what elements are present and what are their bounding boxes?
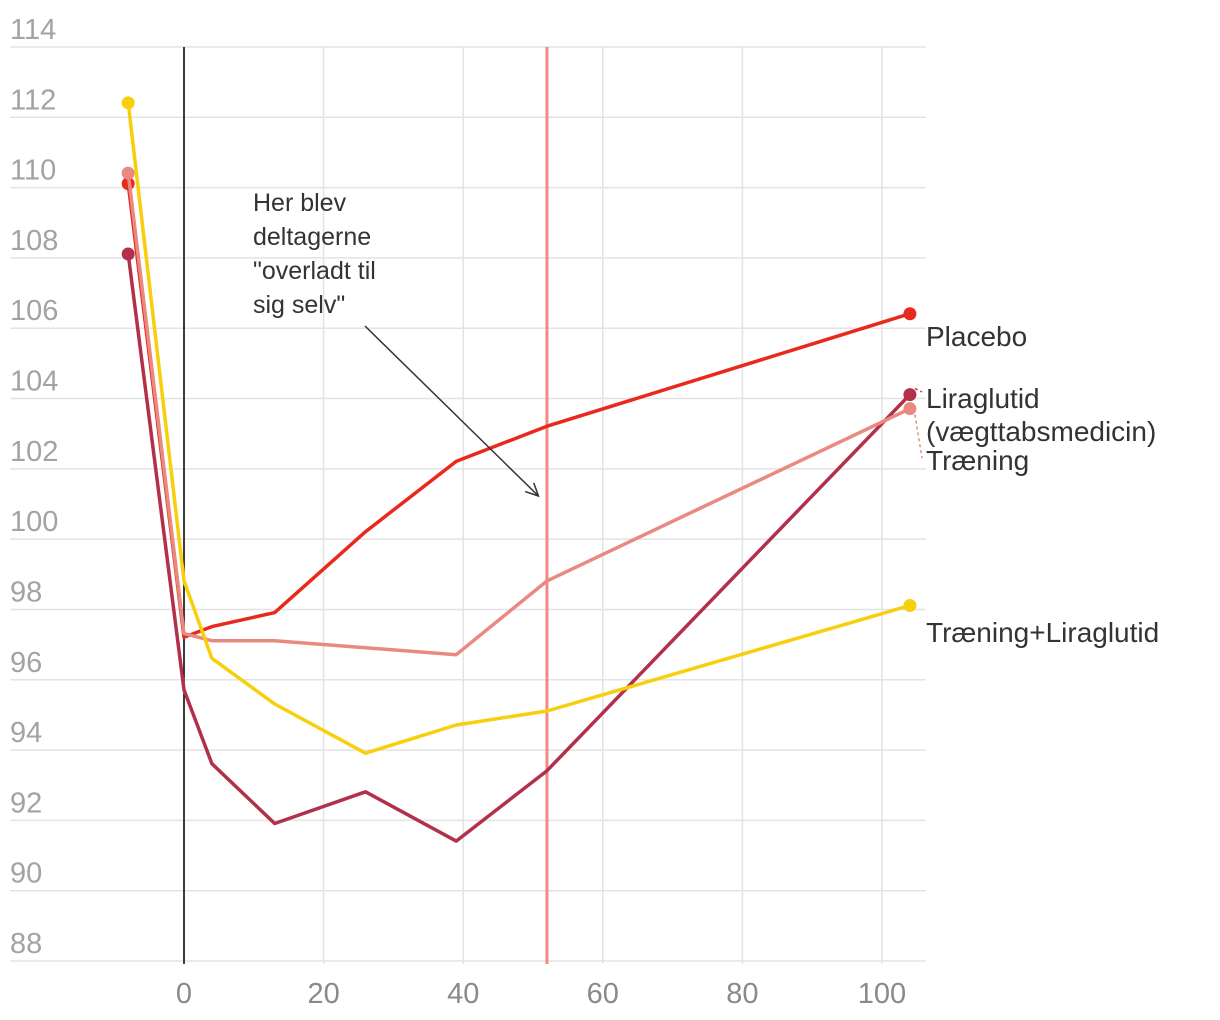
series-line (126, 102, 911, 755)
y-tick-label: 100 (10, 506, 58, 538)
annotation-text-line: "overladt til (253, 257, 376, 285)
grid-lines (10, 46, 926, 964)
series-line (126, 253, 912, 843)
y-tick-label: 96 (10, 647, 42, 679)
series-start-point (121, 166, 135, 180)
y-tick-label: 114 (10, 14, 56, 46)
series-label: Liraglutid (vægttabsmedicin) (926, 383, 1156, 447)
annotation-text-line: deltagerne (253, 223, 371, 251)
y-tick-label: 104 (10, 366, 58, 398)
y-tick-label: 88 (10, 928, 42, 960)
annotation-arrowhead (524, 482, 540, 498)
x-tick-label: 80 (726, 978, 758, 1010)
series-label-line: (vægttabsmedicin) (926, 416, 1156, 447)
annotation-text-line: sig selv" (253, 291, 345, 319)
series-label-line: Placebo (926, 321, 1027, 352)
y-axis-tick-labels: 88 90 92 94 96 98 100 102 104 106 108 110 112 114 (10, 14, 58, 960)
series-lines (121, 96, 917, 843)
series-label: Træning (926, 445, 1029, 476)
y-tick-label: 108 (10, 225, 58, 257)
label-leader-line (914, 414, 923, 459)
series-label-line: Træning+Liraglutid (926, 617, 1159, 648)
series-end-point (903, 307, 917, 321)
annotation-arrow (364, 325, 539, 497)
x-tick-label: 0 (176, 978, 192, 1010)
x-tick-label: 60 (587, 978, 619, 1010)
series-line (126, 183, 911, 639)
label-leader-line (914, 387, 923, 393)
series-end-point (903, 402, 917, 416)
y-tick-label: 106 (10, 295, 58, 327)
x-tick-label: 40 (447, 978, 479, 1010)
annotation: Her blev deltagerne "overladt til sig selv" (253, 189, 540, 498)
series-start-point (121, 247, 135, 261)
x-tick-label: 100 (858, 978, 906, 1010)
y-tick-label: 92 (10, 787, 42, 819)
y-tick-label: 112 (10, 84, 56, 116)
y-tick-label: 98 (10, 576, 42, 608)
x-tick-label: 20 (307, 978, 339, 1010)
series-end-point (903, 388, 917, 402)
x-axis-tick-labels: 0 20 40 60 80 100 (176, 978, 906, 1010)
reference-lines (183, 47, 549, 964)
series-label-line: Liraglutid (926, 383, 1040, 414)
series-start-point (121, 96, 135, 110)
series-label-line: Træning (926, 445, 1029, 476)
series-line (126, 172, 911, 657)
series-label: Placebo (926, 321, 1027, 352)
y-tick-label: 90 (10, 858, 42, 890)
annotation-text-line: Her blev (253, 189, 347, 217)
series-label: Træning+Liraglutid (926, 617, 1159, 648)
y-tick-label: 102 (10, 436, 58, 468)
y-tick-label: 94 (10, 717, 42, 749)
y-tick-label: 110 (10, 155, 56, 187)
series-end-point (903, 599, 917, 613)
